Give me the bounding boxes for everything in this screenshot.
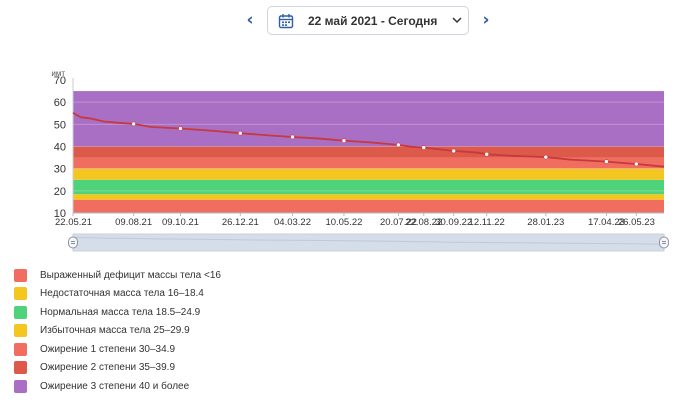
legend-item-normal: Нормальная масса тела 18.5–24.9 [14, 303, 221, 322]
legend-swatch [14, 324, 27, 338]
legend-item-obesity-2: Ожирение 2 степени 35–39.9 [14, 359, 221, 378]
x-tick-label: 26.12.21 [222, 217, 259, 228]
navigator-handle[interactable] [68, 236, 78, 249]
date-range-label: 22 май 2021 - Сегодня [308, 14, 438, 28]
navigator-mask [72, 233, 665, 252]
legend-label: Ожирение 3 степени 40 и более [40, 380, 190, 392]
legend-swatch [14, 361, 27, 375]
legend-label: Нормальная масса тела 18.5–24.9 [40, 306, 201, 318]
y-tick-label: 20 [54, 186, 66, 198]
legend-swatch [14, 342, 27, 356]
data-point [484, 151, 490, 157]
x-tick-label: 17.04.23 [588, 217, 625, 228]
navigator-handle[interactable] [659, 236, 669, 249]
navigator-series [72, 236, 665, 245]
date-navigation: ‹ 22 май 2021 - Сегодня › [0, 6, 680, 36]
bmi-band [73, 146, 664, 158]
legend-label: Избыточная масса тела 25–29.9 [40, 325, 190, 337]
bmi-band [73, 194, 664, 200]
data-point [341, 138, 347, 144]
data-point [290, 134, 295, 140]
data-point [178, 126, 183, 131]
navigator-track [73, 234, 664, 251]
x-tick-label: 22.05.21 [55, 217, 92, 228]
data-point [634, 161, 639, 167]
legend-swatch [14, 305, 27, 319]
legend-item-obesity-3: Ожирение 3 степени 40 и более [14, 377, 221, 396]
y-axis-label: имт [51, 69, 65, 78]
legend: Выраженный дефицит массы тела <16 Недост… [14, 266, 221, 396]
x-tick-label: 30.09.22 [435, 217, 472, 228]
legend-swatch [14, 268, 27, 282]
legend-label: Недостаточная масса тела 16–18.4 [40, 288, 204, 300]
x-tick-label: 22.08.22 [405, 217, 442, 228]
x-tick-label: 10.05.22 [325, 217, 362, 228]
bmi-band [73, 168, 664, 180]
data-point [451, 148, 456, 154]
legend-item-obesity-1: Ожирение 1 степени 30–34.9 [14, 340, 221, 359]
x-tick-label: 12.11.22 [469, 217, 505, 228]
legend-label: Выраженный дефицит массы тела <16 [40, 269, 221, 281]
data-point [421, 145, 427, 150]
bmi-band [73, 199, 664, 213]
chevron-left-icon: ‹ [246, 10, 254, 30]
legend-swatch [14, 379, 27, 393]
y-tick-label: 30 [54, 164, 66, 176]
legend-item-underweight: Недостаточная масса тела 16–18.4 [14, 285, 221, 304]
legend-label: Ожирение 1 степени 30–34.9 [40, 343, 176, 355]
y-tick-label: 50 [54, 119, 66, 131]
x-tick-label: 28.01.23 [527, 217, 564, 228]
x-tick-label: 09.08.21 [115, 217, 152, 228]
y-tick-label: 70 [54, 75, 66, 87]
legend-item-severe-underweight: Выраженный дефицит массы тела <16 [14, 266, 221, 285]
data-point [238, 130, 243, 136]
prev-period-button[interactable]: ‹ [240, 10, 260, 30]
legend-swatch [14, 287, 27, 301]
data-point [396, 142, 401, 148]
data-point [604, 159, 609, 164]
y-tick-label: 10 [54, 208, 66, 220]
bmi-band [73, 157, 664, 169]
date-range-select[interactable]: 22 май 2021 - Сегодня [267, 6, 469, 35]
data-point [543, 154, 549, 160]
bmi-band [73, 179, 664, 195]
data-point [131, 121, 136, 127]
bmi-series-line [72, 112, 665, 168]
calendar-icon [278, 14, 294, 29]
x-tick-label: 26.05.23 [618, 217, 655, 228]
x-tick-label: 04.03.22 [274, 217, 311, 228]
next-period-button[interactable]: › [476, 10, 496, 30]
y-tick-label: 40 [54, 142, 66, 154]
legend-label: Ожирение 2 степени 35–39.9 [40, 362, 176, 374]
x-tick-label: 20.07.22 [380, 217, 417, 228]
chevron-right-icon: › [482, 10, 490, 30]
chevron-down-icon [452, 17, 462, 24]
y-tick-label: 60 [54, 97, 66, 109]
legend-item-overweight: Избыточная масса тела 25–29.9 [14, 322, 221, 341]
bmi-band [73, 91, 664, 147]
x-tick-label: 09.10.21 [162, 217, 199, 228]
